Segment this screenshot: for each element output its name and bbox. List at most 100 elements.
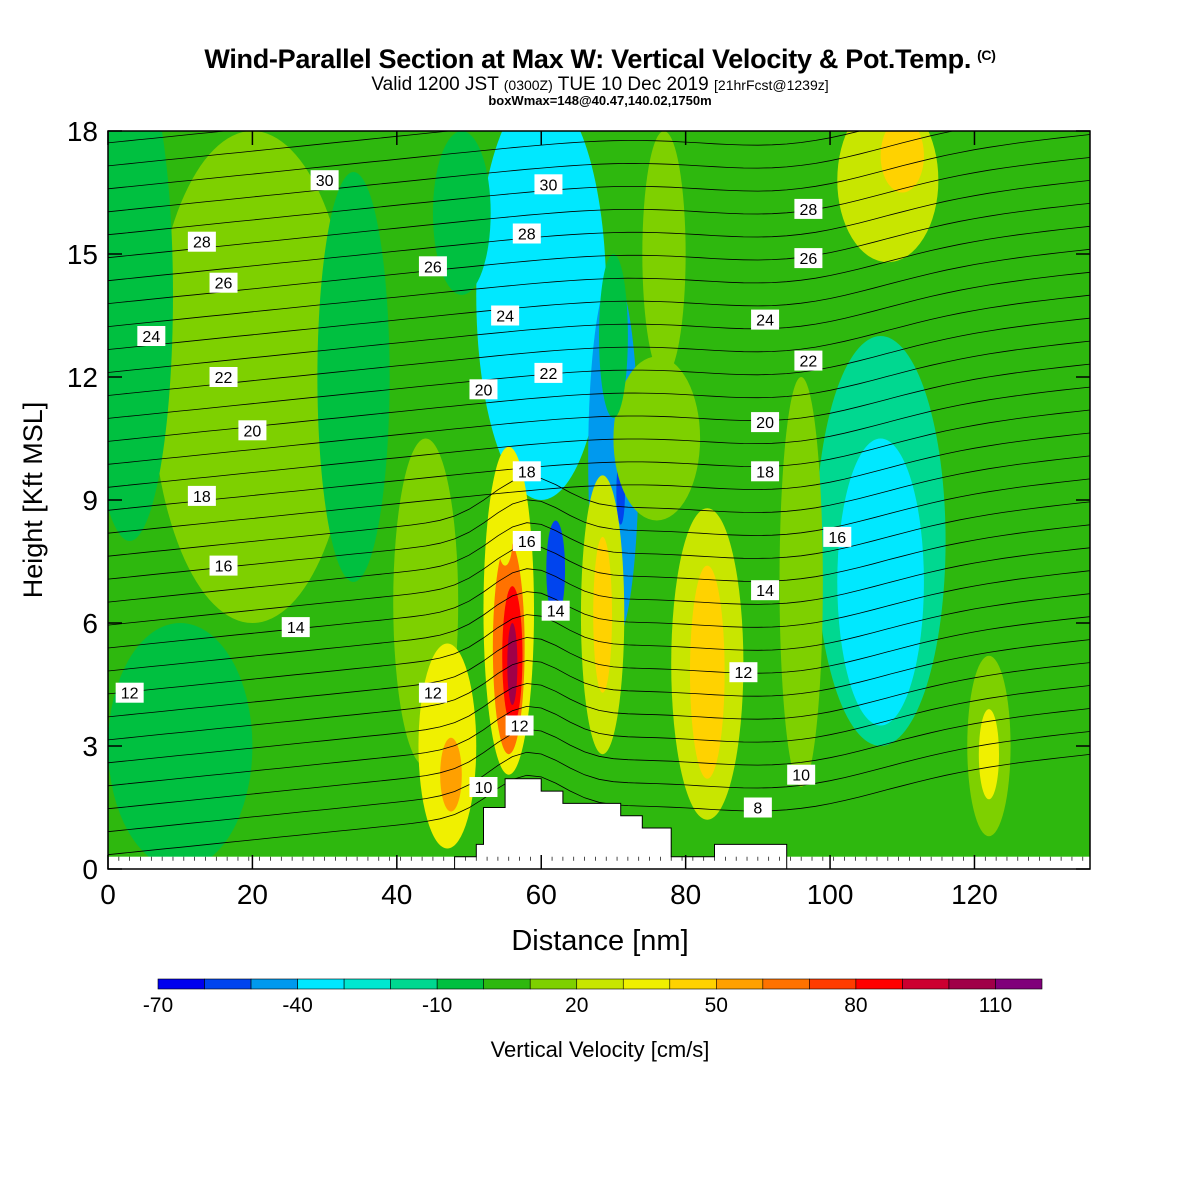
isentrope-2 [108,708,1090,810]
contour-label-24: 14 [541,600,570,621]
colorbar-tick-label: 50 [705,994,728,1017]
isentrope-24 [108,203,1090,304]
contour-label-text: 12 [511,719,529,736]
colorbar-swatch-14 [809,978,857,990]
y-tick-label: 18 [67,116,98,147]
colorbar-tick-label: -10 [422,994,452,1017]
colorbar-tick-label: 80 [844,994,867,1017]
contour-label-text: 28 [193,235,211,252]
colorbar-swatch-7 [483,978,531,990]
colorbar-tick-label: 110 [979,994,1012,1017]
contour-label-text: 30 [540,177,558,194]
contour-label-18: 18 [512,461,541,482]
isentrope-31 [108,131,229,144]
contour-label-box [751,580,780,601]
box-max-info: boxWmax=148@40.47,140.02,1750m [488,93,712,108]
contour-label-text: 24 [756,313,774,330]
contour-label-text: 24 [142,329,160,346]
isentrope-16 [108,386,1090,488]
velocity-cell-11 [880,131,924,193]
isentrope-8 [108,570,1090,672]
contour-label-26: 12 [115,682,144,703]
colorbar-swatch-13 [762,978,810,990]
contour-label-15: 20 [469,379,498,400]
colorbar-swatch-12 [716,978,764,990]
isentrope-5 [108,639,1090,741]
colorbar-swatch-5 [390,978,438,990]
contour-label-box [491,305,520,326]
isentrope-7 [108,593,1090,695]
x-tick-label: 60 [526,879,557,910]
contour-label-7: 26 [794,248,823,269]
contour-label-box [794,350,823,371]
isentrope-11 [108,501,1090,603]
contour-label-10: 24 [751,309,780,330]
contour-label-box [209,555,238,576]
isentrope-21 [108,271,1090,373]
plot-area: 30 30 28 28 28 26 26 26 24 24 24 22 22 22 20 20 20 18 18 18… [108,131,1090,869]
isentrope-27 [108,134,1090,236]
contour-label-text: 14 [547,604,565,621]
colorbar-tick-label: -40 [282,994,312,1017]
contour-label-text: 12 [735,665,753,682]
velocity-cell-6 [546,520,566,619]
copyright-mark: (C) [977,47,996,63]
contour-label-31: 10 [787,764,816,785]
contour-label-box [512,223,541,244]
contour-label-28: 12 [505,715,534,736]
contour-label-box [729,662,758,683]
velocity-cell-23 [689,565,725,779]
contour-label-text: 8 [753,801,762,818]
isentrope-4 [108,662,1090,764]
contour-label-11: 22 [209,367,238,387]
colorbar: -70 -40 -10 20 50 80 110 [143,978,1043,1017]
colorbar-swatch-17 [948,978,996,990]
contour-label-6: 26 [418,256,447,277]
contour-label-box [187,485,216,506]
velocity-cell-29 [599,254,628,418]
contour-label-text: 16 [518,534,536,551]
isentrope-13 [108,455,1090,557]
contour-label-box [512,531,541,551]
contour-label-5: 26 [209,272,238,293]
contour-label-box [469,777,498,797]
velocity-cell-4 [476,131,607,500]
contour-label-box [541,600,570,621]
contour-label-box [505,715,534,736]
contour-label-32: 8 [743,797,772,818]
y-tick-label: 12 [67,362,98,393]
contour-label-text: 12 [121,686,139,703]
y-tick-label: 9 [82,485,98,516]
y-tick-label: 3 [82,731,98,762]
contour-label-box [115,682,144,703]
colorbar-tick-label: -70 [143,994,173,1017]
contour-label-box [209,272,238,293]
velocity-cell-24 [613,356,701,521]
contour-labels: 30 30 28 28 28 26 26 26 24 24 24 22 22 22 20 20 20 18 18 18… [115,170,852,818]
colorbar-swatch-4 [343,978,391,990]
x-tick-label: 0 [100,879,116,910]
contour-label-text: 12 [424,686,442,703]
contour-label-17: 18 [187,485,216,506]
contour-label-25: 14 [751,580,780,601]
contour-label-text: 22 [540,366,558,383]
colorbar-swatch-15 [855,978,903,990]
contour-label-9: 24 [491,305,520,326]
contour-label-text: 30 [316,173,334,190]
chart-title-text: Wind-Parallel Section at Max W: Vertical… [204,44,972,74]
contour-label-text: 20 [756,415,774,432]
chart-title: Wind-Parallel Section at Max W: Vertical… [0,44,1200,75]
colorbar-swatch-2 [250,978,298,990]
contour-label-14: 20 [238,420,267,441]
colorbar-swatch-6 [436,978,484,990]
potential-temperature-contours [108,131,1090,856]
terrain-profile [454,778,788,869]
contour-label-text: 26 [799,251,817,268]
y-tick-label: 6 [82,608,98,639]
contour-label-8: 24 [137,326,166,346]
isentrope-22 [108,248,1090,350]
contour-label-23: 14 [281,617,310,638]
axes: 0 20 40 60 80 100 120 0 3 6 9 12 15 18 [67,116,1090,910]
contour-label-text: 20 [244,423,262,440]
velocity-cell-19 [497,516,513,566]
